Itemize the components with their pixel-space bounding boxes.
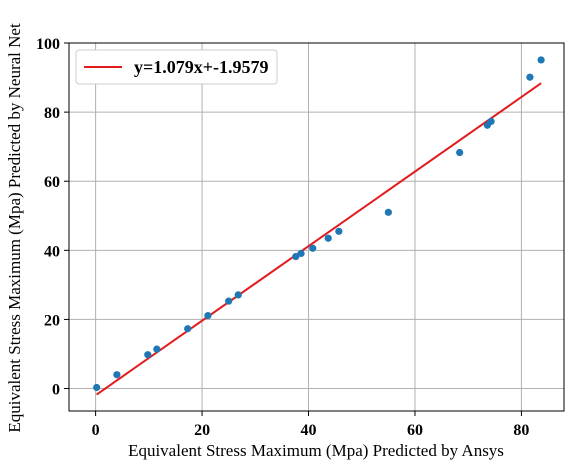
data-point	[538, 56, 545, 63]
data-point	[309, 245, 316, 252]
data-point	[385, 209, 392, 216]
data-point	[325, 235, 332, 242]
x-tick-label: 80	[513, 422, 529, 439]
y-tick-label: 60	[44, 174, 60, 191]
y-tick-label: 20	[44, 312, 60, 329]
x-tick-label: 60	[407, 422, 423, 439]
x-axis-label: Equivalent Stress Maximum (Mpa) Predicte…	[128, 441, 504, 460]
legend: y=1.079x+-1.9579	[76, 50, 277, 84]
y-tick-label: 40	[44, 243, 60, 260]
data-point	[113, 371, 120, 378]
data-point	[487, 118, 494, 125]
y-tick-label: 0	[52, 382, 60, 399]
data-point	[144, 351, 151, 358]
x-tick-label: 0	[92, 422, 100, 439]
x-tick-label: 20	[194, 422, 210, 439]
y-tick-label: 80	[44, 105, 60, 122]
data-point	[93, 384, 100, 391]
data-point	[335, 228, 342, 235]
y-axis-label: Equivalent Stress Maximum (Mpa) Predicte…	[5, 23, 24, 433]
data-point	[297, 250, 304, 257]
data-point	[235, 291, 242, 298]
data-point	[184, 325, 191, 332]
x-tick-label: 40	[301, 422, 317, 439]
data-point	[526, 74, 533, 81]
legend-label: y=1.079x+-1.9579	[134, 57, 269, 77]
data-point	[153, 346, 160, 353]
data-point	[204, 312, 211, 319]
y-tick-label: 100	[36, 36, 60, 53]
data-point	[225, 298, 232, 305]
data-point	[456, 149, 463, 156]
